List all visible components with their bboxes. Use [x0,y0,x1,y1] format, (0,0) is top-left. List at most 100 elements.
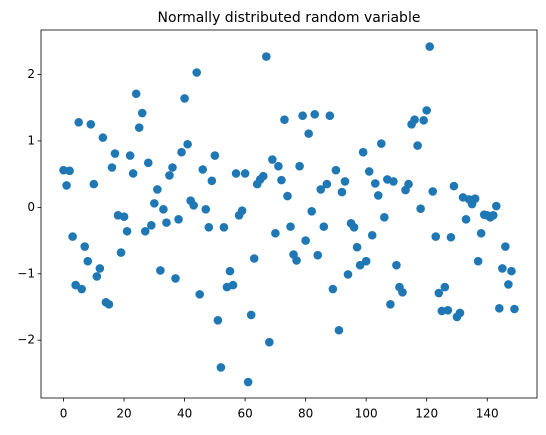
point [392,260,401,270]
point [198,165,208,174]
point [498,264,507,273]
point [504,280,513,289]
point [443,306,453,315]
point [68,232,77,241]
point [71,280,80,290]
point [213,315,223,325]
point [434,288,444,298]
point [491,201,501,211]
point [92,272,102,281]
point [352,242,362,252]
point [153,185,162,194]
point [189,201,198,210]
point [404,179,413,189]
point [283,191,292,201]
point [349,222,359,232]
point [107,163,117,172]
point [62,181,71,190]
point [237,206,247,215]
y-tick-label: 1 [27,133,35,147]
point [325,111,335,120]
point [449,181,459,191]
point [495,304,504,313]
point [228,280,238,290]
point [122,226,132,236]
point [219,222,229,232]
point [398,288,407,297]
point [216,363,226,372]
point [165,171,174,180]
point [98,133,108,142]
point [104,300,114,309]
point [410,115,419,124]
point [440,282,450,292]
point [377,139,386,148]
point [488,211,498,220]
x-tick-label: 120 [415,407,438,421]
point [125,151,135,160]
point [159,205,168,214]
point [240,169,250,178]
point [295,161,304,171]
point [262,52,271,61]
point [258,171,268,181]
point [355,260,365,270]
point [473,256,483,266]
x-tick-label: 20 [116,407,131,421]
point [95,264,105,273]
point [389,177,398,186]
point [249,254,259,263]
y-tick-label: −2 [17,333,35,347]
point [243,377,253,387]
point [210,151,220,160]
point [316,185,326,194]
point [461,215,471,224]
point [446,232,456,242]
point [422,106,431,115]
point [322,179,332,189]
y-tick-label: −1 [17,266,35,280]
point [110,149,120,158]
point [364,167,374,176]
point [386,300,395,309]
point [298,111,307,120]
point [180,94,189,103]
point [416,204,425,213]
point [358,147,368,157]
point [207,176,217,186]
point [334,325,344,335]
point [137,108,147,118]
point [131,89,141,99]
chart-title: Normally distributed random variable [158,10,421,26]
point [310,110,320,119]
point [147,220,156,230]
x-tick-label: 140 [476,407,499,421]
point [319,222,329,231]
y-tick-label: 2 [27,67,35,81]
point [150,199,159,208]
point [80,242,90,251]
point [413,141,422,150]
point [507,266,516,276]
point [280,115,289,124]
point [428,187,438,196]
point [171,274,180,283]
y-tick-label: 0 [27,200,35,214]
point [246,310,256,320]
point [304,129,313,138]
axes-frame [40,29,538,399]
point [140,226,150,236]
point [134,123,144,132]
point [74,118,83,127]
point [476,228,486,238]
point [277,175,286,185]
point [292,256,301,265]
x-tick-label: 0 [60,407,68,421]
point [425,42,435,51]
point [231,169,241,178]
point [128,169,138,178]
point [313,250,323,260]
point [419,116,428,125]
x-tick-label: 80 [298,407,313,421]
point [301,236,310,245]
